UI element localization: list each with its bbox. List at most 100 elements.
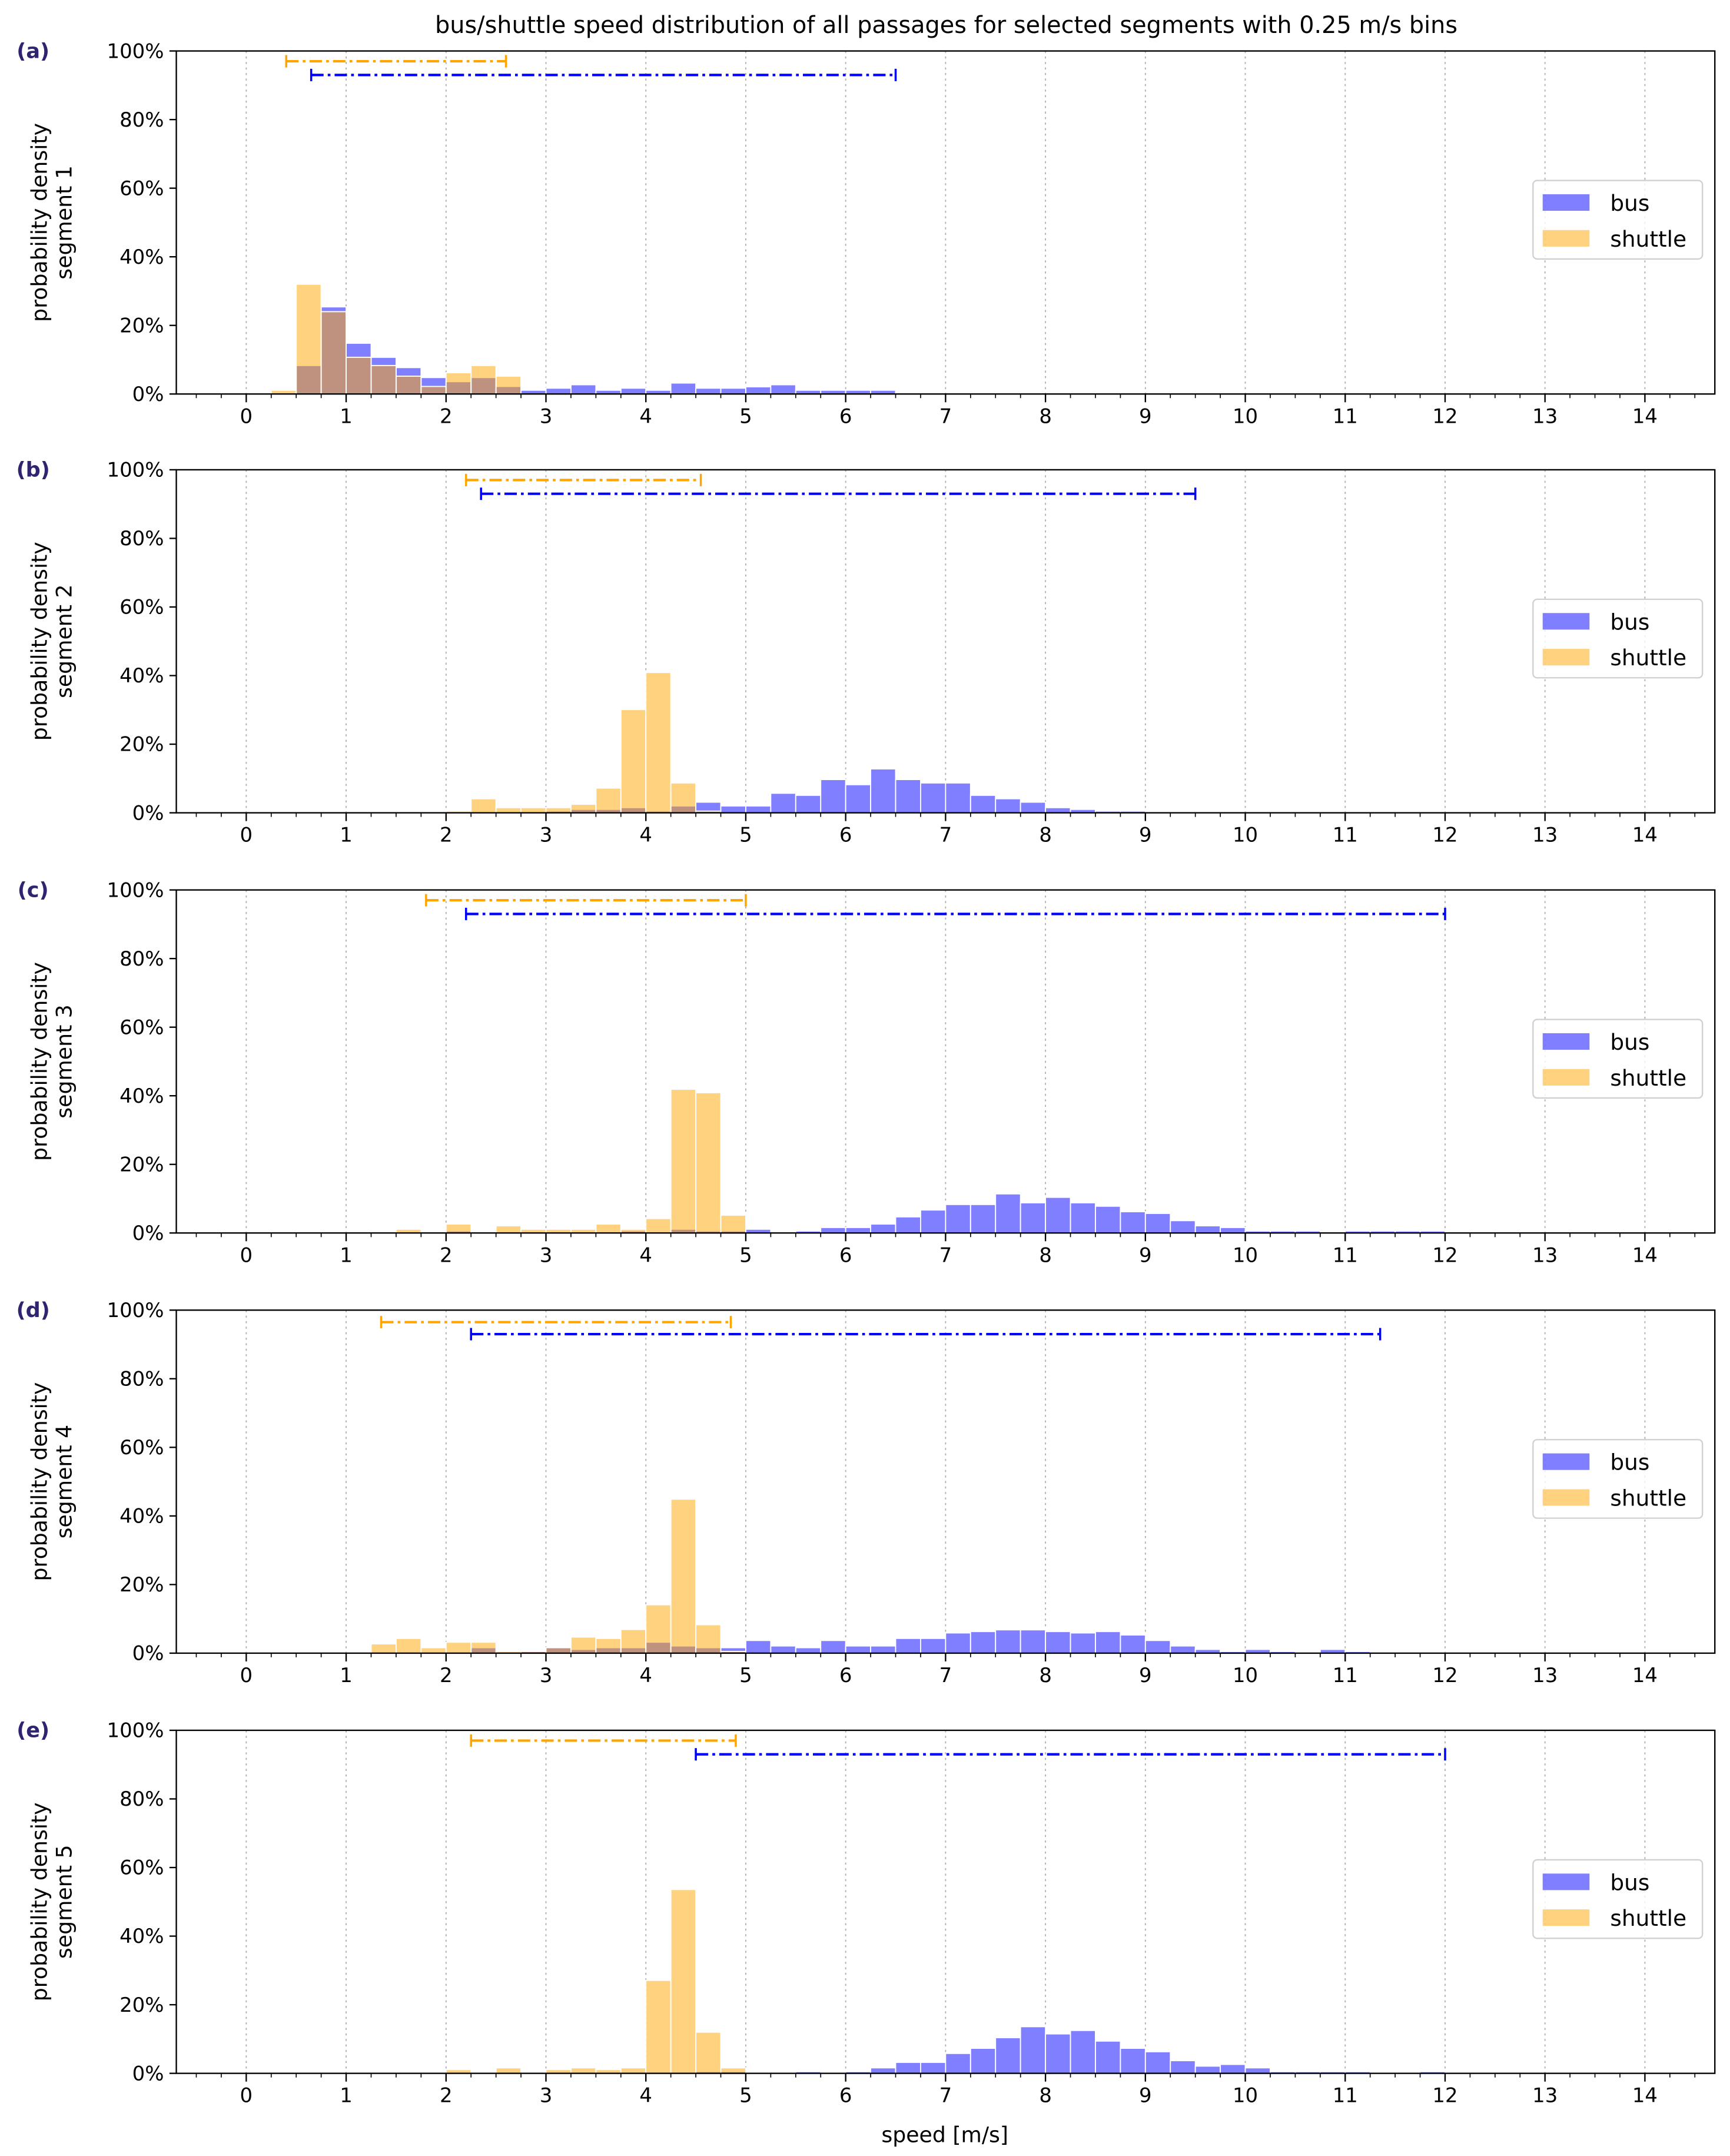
legend: bus shuttle xyxy=(1532,1439,1704,1519)
bus-legend-label: bus xyxy=(1610,190,1649,216)
bus-legend-swatch xyxy=(1542,194,1590,211)
x-tick-label: 0 xyxy=(240,2084,253,2107)
x-tick-label: 1 xyxy=(340,404,353,427)
x-tick-label: 7 xyxy=(939,1664,952,1687)
shuttle-bar xyxy=(420,1647,447,1654)
shuttle-bar xyxy=(695,1624,722,1654)
y-axis-label: probability density xyxy=(27,1382,52,1581)
bus-bar xyxy=(870,768,896,814)
shuttle-legend-swatch xyxy=(1542,649,1590,666)
y-axis-label: segment 5 xyxy=(52,1845,77,1959)
x-tick-label: 0 xyxy=(240,404,253,427)
x-tick-label: 3 xyxy=(540,1664,553,1687)
y-tick-label: 80% xyxy=(119,1787,164,1810)
shuttle-bar xyxy=(595,787,622,814)
shuttle-bar xyxy=(695,2031,722,2074)
x-tick-label: 11 xyxy=(1333,404,1358,427)
x-tick-label: 10 xyxy=(1233,1664,1258,1687)
shuttle-legend-label: shuttle xyxy=(1610,1065,1686,1091)
shuttle-bar xyxy=(670,1089,697,1234)
y-tick-label: 20% xyxy=(119,1994,164,2016)
bus-bar xyxy=(1045,2033,1071,2074)
y-tick-label: 100% xyxy=(107,39,164,62)
bus-bar xyxy=(1144,1213,1171,1234)
legend: bus shuttle xyxy=(1532,1019,1704,1099)
shuttle-bar xyxy=(595,1223,622,1234)
bus-bar xyxy=(920,1209,947,1234)
x-tick-label: 13 xyxy=(1532,1243,1558,1266)
bus-legend-label: bus xyxy=(1610,609,1649,635)
shuttle-bar xyxy=(645,1979,672,2074)
x-tick-label: 6 xyxy=(839,2084,852,2107)
shuttle-bar xyxy=(645,672,672,814)
x-tick-label: 0 xyxy=(240,1664,253,1687)
x-axis-label: speed [m/s] xyxy=(881,2122,1008,2148)
x-tick-label: 4 xyxy=(639,2084,652,2107)
shuttle-bar xyxy=(695,1092,722,1234)
figure-title: bus/shuttle speed distribution of all pa… xyxy=(435,12,1457,39)
bus-bar xyxy=(795,1647,822,1654)
x-tick-label: 5 xyxy=(739,2084,752,2107)
shuttle-bar xyxy=(570,2067,597,2074)
bus-legend-swatch xyxy=(1542,613,1590,630)
bus-bar xyxy=(995,2037,1021,2074)
y-tick-label: 40% xyxy=(119,664,164,687)
shuttle-bar xyxy=(470,798,497,814)
bus-bar xyxy=(1220,2064,1246,2074)
bus-bar xyxy=(945,782,971,814)
shuttle-bar xyxy=(620,1628,647,1654)
x-tick-label: 11 xyxy=(1333,1243,1358,1266)
bus-bar xyxy=(820,1226,846,1234)
shuttle-bar xyxy=(645,1604,672,1654)
bus-bar xyxy=(1120,1211,1146,1234)
x-tick-label: 7 xyxy=(939,404,952,427)
shuttle-bar xyxy=(570,804,597,814)
x-tick-label: 0 xyxy=(240,1243,253,1266)
shuttle-bar xyxy=(545,1647,572,1654)
shuttle-bar xyxy=(395,375,422,395)
x-tick-label: 10 xyxy=(1233,404,1258,427)
legend: bus shuttle xyxy=(1532,180,1704,260)
x-tick-label: 12 xyxy=(1432,1243,1457,1266)
x-tick-label: 4 xyxy=(639,1664,652,1687)
bus-bar xyxy=(969,1203,997,1234)
bus-bar xyxy=(995,1629,1021,1654)
x-tick-label: 14 xyxy=(1632,1664,1658,1687)
bus-legend-label: bus xyxy=(1610,1029,1649,1055)
bus-bar xyxy=(845,784,872,814)
bus-legend-label: bus xyxy=(1610,1450,1649,1475)
y-axis-label: segment 1 xyxy=(52,165,77,280)
x-tick-label: 6 xyxy=(839,1243,852,1266)
x-tick-label: 13 xyxy=(1532,404,1558,427)
bus-bar xyxy=(570,384,597,395)
x-tick-label: 14 xyxy=(1632,1243,1658,1266)
x-tick-label: 5 xyxy=(739,824,752,847)
x-tick-label: 8 xyxy=(1039,404,1052,427)
bus-bar xyxy=(920,1637,947,1654)
shuttle-bar xyxy=(420,386,447,395)
y-tick-label: 60% xyxy=(119,1016,164,1039)
x-tick-label: 9 xyxy=(1139,2084,1152,2107)
shuttle-legend-swatch xyxy=(1542,1489,1590,1506)
shuttle-bar xyxy=(670,782,697,814)
x-tick-label: 8 xyxy=(1039,1243,1052,1266)
bus-bar xyxy=(920,2062,947,2074)
bus-bar xyxy=(895,2062,921,2074)
bus-bar xyxy=(1170,1220,1196,1234)
x-tick-label: 1 xyxy=(340,1243,353,1266)
bus-bar xyxy=(695,387,722,395)
y-tick-label: 100% xyxy=(107,878,164,901)
x-tick-label: 5 xyxy=(739,1243,752,1266)
bus-bar xyxy=(770,792,796,814)
x-tick-label: 14 xyxy=(1632,824,1658,847)
shuttle-bar xyxy=(520,807,547,814)
y-tick-label: 40% xyxy=(119,1925,164,1948)
bus-bar xyxy=(745,1640,772,1654)
bus-bar xyxy=(945,1203,971,1234)
x-tick-label: 9 xyxy=(1139,824,1152,847)
x-tick-label: 12 xyxy=(1432,2084,1457,2107)
bus-bar xyxy=(969,1631,997,1654)
x-tick-label: 2 xyxy=(440,1664,453,1687)
